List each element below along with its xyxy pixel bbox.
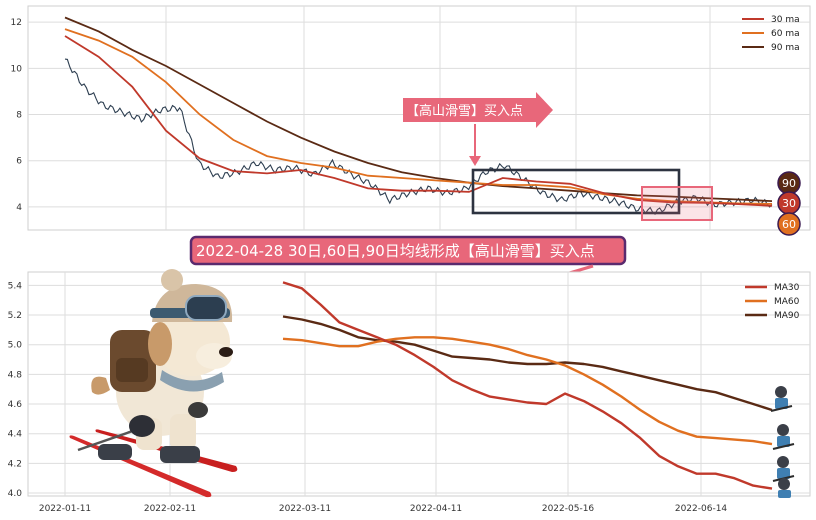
bottom-y-ticks: 4.0 4.2 4.4 4.6 4.8 5.0 5.2 5.4 — [8, 281, 23, 499]
consolidation-box — [471, 168, 681, 215]
skier-figure-1 — [770, 386, 793, 412]
backpack-pocket — [116, 358, 148, 382]
dog-nose — [219, 347, 233, 357]
buy-zone-box — [641, 186, 713, 221]
bottom-chart: 4.04.24.44.64.85.05.25.4 2022-01-11 2022-… — [8, 269, 811, 514]
top-ma-lines — [64, 16, 773, 207]
dog-paw-front — [188, 402, 208, 418]
bottom-y-tick-4.4: 4.4 — [8, 430, 23, 440]
top-line-ma30 — [64, 35, 773, 207]
legend-label-ma30: MA30 — [774, 283, 800, 293]
top-y-tick-4: 4 — [16, 203, 22, 213]
bottom-y-tick-4.2: 4.2 — [8, 459, 22, 469]
banner-label: 2022-04-28 30日,60日,90日均线形成【高山滑雪】买入点 — [196, 242, 595, 260]
bottom-y-tick-4.6: 4.6 — [8, 400, 23, 410]
top-legend: 30 ma 60 ma 90 ma — [742, 15, 800, 53]
annotation-banner: 2022-04-28 30日,60日,90日均线形成【高山滑雪】买入点 — [189, 235, 627, 286]
badge-30-label: 30 — [782, 197, 796, 210]
bottom-x-ticks: 2022-01-11 2022-02-11 2022-03-11 2022-04-11… — [39, 504, 728, 514]
bottom-x-tick-4: 2022-05-16 — [542, 504, 595, 514]
dog-scarf — [160, 370, 224, 392]
bottom-x-tick-3: 2022-04-11 — [410, 504, 462, 514]
bottom-line-ma90 — [282, 315, 773, 412]
badge-60-label: 60 — [782, 218, 796, 231]
callout-arrow-shape — [403, 92, 553, 128]
dog-goggles-lens — [185, 295, 227, 321]
top-y-tick-6: 6 — [16, 157, 22, 167]
badge-60 — [777, 212, 801, 236]
top-y-ticks: 4 6 8 10 12 — [11, 18, 23, 213]
bottom-x-tick-1: 2022-02-11 — [144, 504, 196, 514]
bottom-y-tick-5.0: 5.0 — [8, 341, 23, 351]
bottom-ma-lines — [282, 281, 773, 490]
dog-glove — [129, 415, 155, 437]
bottom-line-ma30 — [282, 281, 773, 490]
skier-figure-icon — [770, 386, 795, 498]
ma-badges: 90 30 60 — [777, 171, 801, 236]
bottom-y-tick-5.2: 5.2 — [8, 311, 22, 321]
beanie-pompom — [161, 269, 183, 291]
bottom-legend: MA30 MA60 MA90 — [745, 283, 800, 321]
top-y-tick-10: 10 — [11, 64, 23, 74]
legend-label-90ma: 90 ma — [771, 43, 800, 53]
banner-box — [189, 235, 627, 266]
top-chart: 4 6 8 10 12 【高山滑雪】买入点 30 ma 60 ma 90 ma 90 — [11, 5, 811, 236]
bottom-x-tick-2: 2022-03-11 — [279, 504, 331, 514]
skier-figure-2 — [772, 424, 795, 450]
bottom-x-tick-0: 2022-01-11 — [39, 504, 91, 514]
bottom-y-tick-4.0: 4.0 — [8, 489, 23, 499]
bottom-y-tick-4.8: 4.8 — [8, 370, 23, 380]
dog-boot-back — [98, 444, 132, 460]
callout-label: 【高山滑雪】买入点 — [406, 103, 523, 119]
bottom-line-ma60 — [282, 336, 773, 446]
top-y-tick-12: 12 — [11, 18, 22, 28]
skier-figure-4 — [778, 478, 791, 498]
callout-pointer-head — [469, 156, 481, 166]
top-y-tick-8: 8 — [16, 111, 22, 121]
legend-label-30ma: 30 ma — [771, 15, 800, 25]
skiing-dog-icon — [69, 269, 238, 498]
dog-ear — [148, 322, 172, 366]
dog-boot-front — [160, 446, 200, 463]
legend-label-60ma: 60 ma — [771, 29, 800, 39]
skier-figure-3 — [772, 456, 795, 482]
legend-label-ma90: MA90 — [774, 311, 800, 321]
legend-label-ma60: MA60 — [774, 297, 800, 307]
dog-leg-front — [170, 414, 196, 450]
dog-tail — [91, 376, 110, 395]
buy-point-callout: 【高山滑雪】买入点 — [403, 92, 553, 166]
top-line-ma90 — [64, 16, 773, 202]
bottom-y-tick-5.4: 5.4 — [8, 281, 23, 291]
badge-90-label: 90 — [782, 177, 796, 190]
top-line-ma60 — [64, 28, 773, 205]
bottom-x-tick-5: 2022-06-14 — [675, 504, 728, 514]
